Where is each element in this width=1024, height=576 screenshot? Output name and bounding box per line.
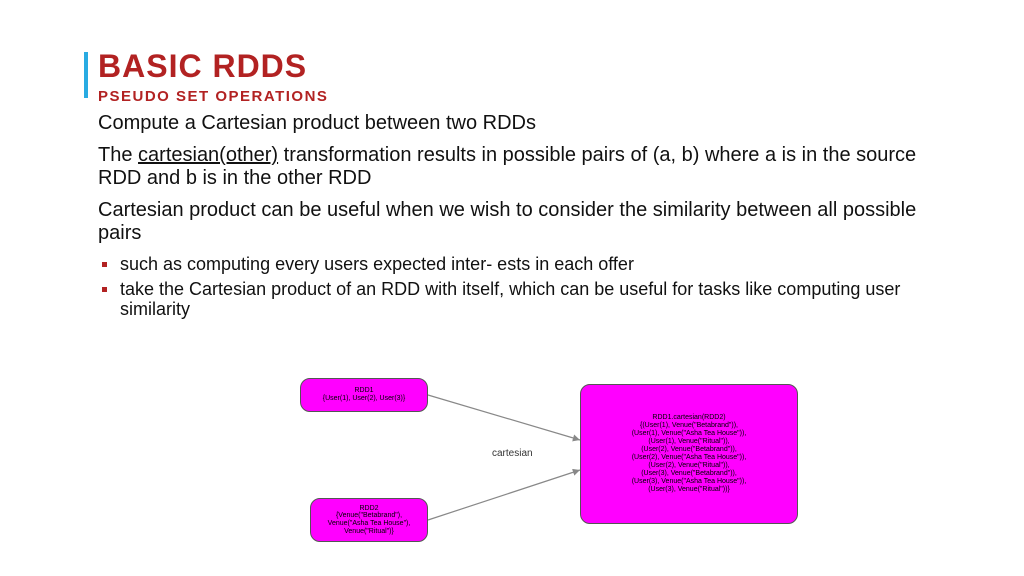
paragraph-2: The cartesian(other) transformation resu… xyxy=(98,144,948,189)
edge-rdd2 xyxy=(428,470,580,520)
node-rdd2-title: RDD2 xyxy=(315,505,423,513)
node-result-l3: (User(2), Venue("Betabrand")), xyxy=(585,446,793,454)
node-rdd2-body: {Venue("Betabrand"), Venue("Asha Tea Hou… xyxy=(315,512,423,535)
paragraph-1: Compute a Cartesian product between two … xyxy=(98,112,948,134)
edge-label: cartesian xyxy=(490,448,535,459)
p2-pre: The xyxy=(98,144,138,166)
node-rdd1-title: RDD1 xyxy=(305,387,423,395)
edge-rdd1 xyxy=(428,395,580,440)
node-result-l0: {(User(1), Venue("Betabrand")), xyxy=(585,422,793,430)
node-result-l6: (User(3), Venue("Betabrand")), xyxy=(585,470,793,478)
paragraph-3: Cartesian product can be useful when we … xyxy=(98,199,948,244)
node-result: RDD1.cartesian(RDD2) {(User(1), Venue("B… xyxy=(580,384,798,524)
node-result-l4: (User(2), Venue("Asha Tea House")), xyxy=(585,454,793,462)
node-result-l2: (User(1), Venue("Ritual")), xyxy=(585,438,793,446)
cartesian-diagram: RDD1 {User(1), User(2), User(3)} RDD2 {V… xyxy=(300,370,820,560)
accent-bar xyxy=(84,52,88,98)
node-result-l1: (User(1), Venue("Asha Tea House")), xyxy=(585,430,793,438)
node-result-l8: (User(3), Venue("Ritual"))} xyxy=(585,486,793,494)
node-rdd2: RDD2 {Venue("Betabrand"), Venue("Asha Te… xyxy=(310,498,428,542)
p2-underline: cartesian(other) xyxy=(138,144,278,166)
node-rdd1-body: {User(1), User(2), User(3)} xyxy=(305,395,423,403)
node-result-title: RDD1.cartesian(RDD2) xyxy=(585,414,793,422)
bullet-list: such as computing every users expected i… xyxy=(98,254,948,320)
slide-subtitle: PSEUDO SET OPERATIONS xyxy=(98,88,328,105)
node-rdd1: RDD1 {User(1), User(2), User(3)} xyxy=(300,378,428,412)
node-result-l7: (User(3), Venue("Asha Tea House")), xyxy=(585,478,793,486)
node-result-l5: (User(2), Venue("Ritual")), xyxy=(585,462,793,470)
bullet-2: take the Cartesian product of an RDD wit… xyxy=(98,279,948,320)
bullet-1: such as computing every users expected i… xyxy=(98,254,948,275)
slide-title: BASIC RDDS xyxy=(98,48,307,85)
content-block: Compute a Cartesian product between two … xyxy=(98,112,948,324)
